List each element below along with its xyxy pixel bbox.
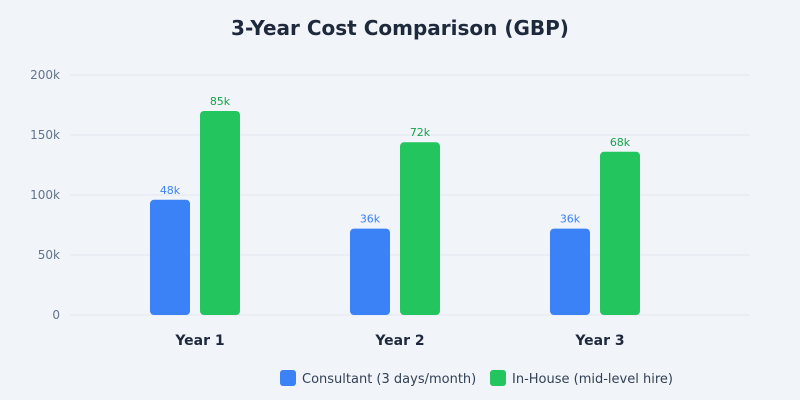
legend-label: In-House (mid-level hire): [512, 372, 673, 387]
bar-consultant: [550, 228, 590, 315]
data-label: 72k: [410, 126, 431, 139]
legend-swatch: [490, 370, 506, 386]
data-label: 48k: [160, 184, 181, 197]
y-tick-label: 0: [52, 308, 60, 322]
x-tick-label: Year 3: [574, 333, 624, 349]
y-tick-label: 200k: [30, 68, 60, 82]
legend-swatch: [280, 370, 296, 386]
y-tick-label: 100k: [30, 188, 60, 202]
data-label: 36k: [360, 213, 381, 226]
legend-label: Consultant (3 days/month): [302, 372, 476, 387]
bar-in-house: [400, 142, 440, 315]
x-tick-label: Year 1: [174, 333, 224, 349]
bar-in-house: [600, 151, 640, 315]
y-tick-label: 150k: [30, 128, 60, 142]
data-label: 85k: [210, 95, 231, 108]
data-label: 36k: [560, 213, 581, 226]
bar-consultant: [150, 199, 190, 315]
legend-item: In-House (mid-level hire): [490, 370, 673, 387]
bar-in-house: [200, 111, 240, 315]
x-tick-label: Year 2: [374, 333, 424, 349]
chart-title: 3-Year Cost Comparison (GBP): [231, 16, 569, 40]
y-tick-label: 50k: [38, 248, 60, 262]
data-label: 68k: [610, 136, 631, 149]
legend-item: Consultant (3 days/month): [280, 370, 476, 387]
bar-consultant: [350, 228, 390, 315]
